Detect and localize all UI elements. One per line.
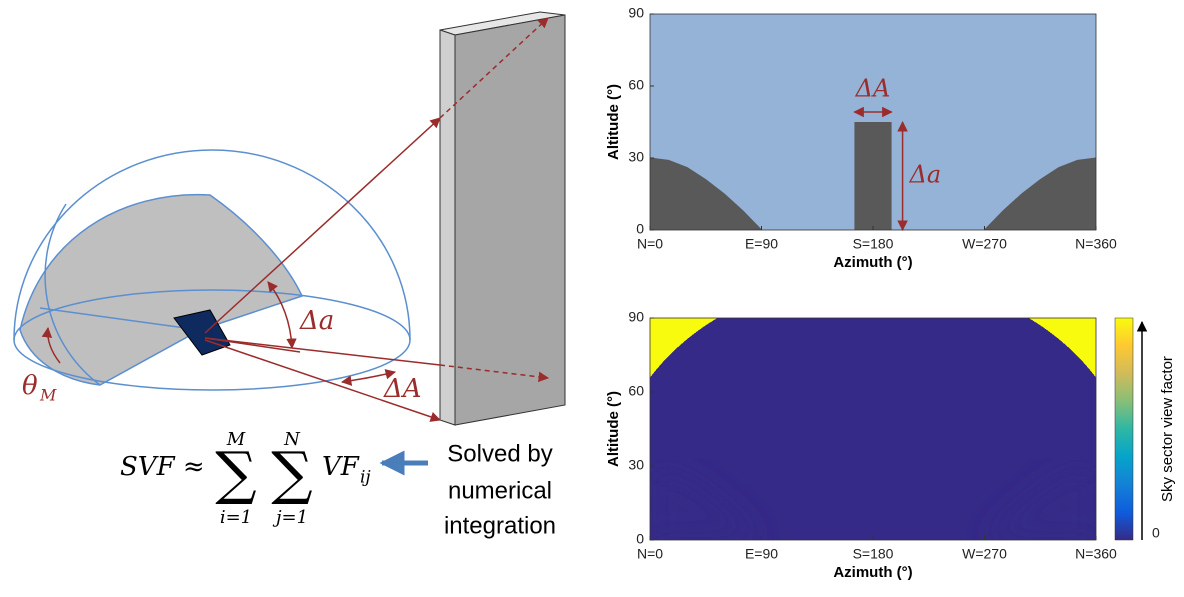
x-tick-label: N=360 bbox=[1075, 546, 1117, 562]
colorbar-label: Sky sector view factor bbox=[1159, 356, 1176, 502]
chart: 0 Sky sector view factor 0 30 60 90 N=0 E=90 S=1… bbox=[605, 309, 1176, 581]
y-tick-label: 0 bbox=[636, 221, 644, 237]
colorbar bbox=[1115, 318, 1133, 540]
sum-bottom: i=1 bbox=[220, 507, 252, 528]
y-axis-label: Altitude (°) bbox=[605, 84, 622, 160]
note: numerical bbox=[448, 477, 552, 504]
annotation: Δa bbox=[909, 161, 942, 189]
x-tick-label: N=0 bbox=[637, 546, 663, 562]
building bbox=[854, 122, 891, 230]
y-tick-label: 60 bbox=[628, 77, 644, 93]
building bbox=[854, 429, 891, 540]
colorbar-tick-label: 0 bbox=[1152, 525, 1160, 541]
x-tick-label: N=360 bbox=[1075, 236, 1117, 252]
shaded-sector bbox=[20, 195, 302, 385]
x-tick-label: N=0 bbox=[637, 236, 663, 252]
label: ΔA bbox=[383, 374, 422, 404]
figure: Δa ΔA θ M SVF ≈ ∑ M i=1 ∑ N j=1 VF ij So… bbox=[0, 0, 1184, 592]
note: Solved by bbox=[447, 440, 552, 467]
formula-lhs: SVF ≈ bbox=[120, 452, 205, 482]
x-tick-label: S=180 bbox=[853, 236, 894, 252]
y-tick-label: 30 bbox=[628, 149, 644, 165]
chart: ΔA Δa 0 30 60 90 N=0 E=90 S=180 W=270 N=360 Azimuth… bbox=[605, 5, 1117, 271]
y-tick-label: 90 bbox=[628, 5, 644, 21]
y-tick-label: 90 bbox=[628, 309, 644, 325]
y-tick-label: 60 bbox=[628, 383, 644, 399]
x-tick-label: S=180 bbox=[853, 546, 894, 562]
annotation: ΔA bbox=[855, 75, 891, 103]
term-sub: ij bbox=[360, 468, 371, 488]
hemisphere-diagram: Δa ΔA θ M bbox=[14, 12, 565, 425]
y-tick-label: 0 bbox=[636, 531, 644, 547]
x-tick-label: W=270 bbox=[962, 546, 1007, 562]
term: VF bbox=[322, 452, 360, 482]
x-tick-label: E=90 bbox=[745, 546, 778, 562]
x-axis-label: Azimuth (°) bbox=[833, 564, 912, 581]
y-axis-label: Altitude (°) bbox=[605, 391, 622, 467]
x-tick-label: W=270 bbox=[962, 236, 1007, 252]
formula: SVF ≈ ∑ M i=1 ∑ N j=1 VF ij Solved by nu… bbox=[120, 429, 556, 539]
sum-top: N bbox=[283, 429, 301, 450]
label: M bbox=[39, 386, 57, 405]
sum-bottom: j=1 bbox=[272, 507, 308, 528]
y-tick-label: 30 bbox=[628, 457, 644, 473]
x-axis-label: Azimuth (°) bbox=[833, 254, 912, 271]
label: θ bbox=[22, 371, 38, 401]
sum-top: M bbox=[226, 429, 246, 450]
x-tick-label: E=90 bbox=[745, 236, 778, 252]
wall-front bbox=[455, 15, 565, 425]
note: integration bbox=[444, 512, 556, 539]
label: Δa bbox=[299, 306, 334, 336]
